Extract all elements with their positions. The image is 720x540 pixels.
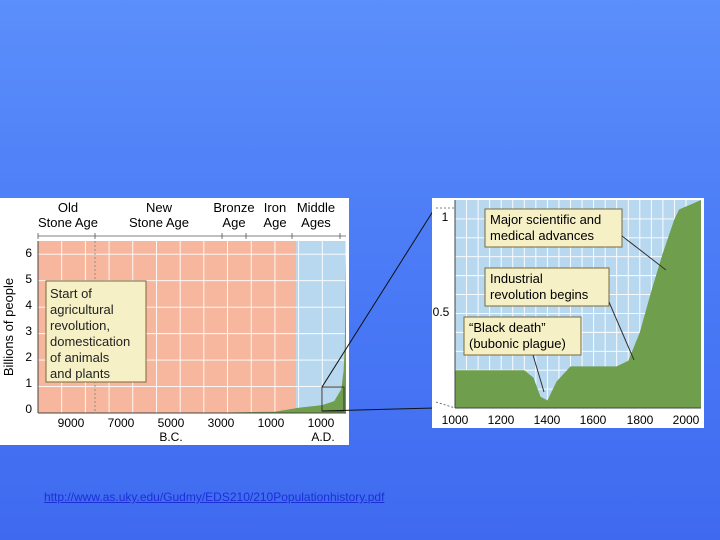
scientific-callout: Major scientific and medical advances (484, 208, 667, 271)
inset-ytick-1: 1 (442, 210, 449, 224)
main-ad-label: A.D. (311, 430, 334, 444)
inset-x-ticks: 1000 1200 1400 1600 1800 2000 (442, 413, 700, 427)
zoom-connectors (321, 207, 436, 412)
inset-xtick-1600: 1600 (580, 413, 607, 427)
scientific-pointer (621, 235, 667, 271)
main-ytick-2: 2 (25, 350, 32, 364)
main-xtick-1000ad: 1000 (308, 416, 335, 430)
main-bc-label: B.C. (159, 430, 182, 444)
callout-line-1: Start of (50, 286, 92, 301)
main-ytick-3: 3 (25, 324, 32, 338)
era-label-middle-line1: Middle (297, 200, 335, 215)
main-ytick-1: 1 (25, 376, 32, 390)
era-labels: Old Stone Age New Stone Age Bronze Age I… (38, 200, 335, 230)
inset-ytick-0-5: 0.5 (433, 305, 450, 319)
plague-pointer (532, 354, 545, 393)
inset-population-area (455, 200, 701, 408)
inset-xtick-1800: 1800 (627, 413, 654, 427)
main-y-label: Billions of people (1, 278, 16, 376)
era-label-bronze-line2: Age (222, 215, 245, 230)
main-ytick-4: 4 (25, 298, 32, 312)
plague-callout: “Black death” (bubonic plague) (463, 316, 582, 393)
inset-ytick-line-0 (435, 401, 456, 409)
era-label-iron-line1: Iron (264, 200, 286, 215)
plague-callout-line-1: “Black death” (469, 320, 546, 335)
inset-xtick-1000: 1000 (442, 413, 469, 427)
scientific-callout-line-2: medical advances (490, 228, 595, 243)
main-xtick-3000: 3000 (208, 416, 235, 430)
era-label-middle-line2: Ages (301, 215, 331, 230)
industrial-callout: Industrial revolution begins (484, 267, 635, 361)
era-bracket (37, 233, 346, 239)
callout-line-3: revolution, (50, 318, 110, 333)
main-xtick-9000: 9000 (58, 416, 85, 430)
main-xtick-1000bc: 1000 (258, 416, 285, 430)
industrial-callout-line-1: Industrial (490, 271, 543, 286)
source-link[interactable]: http://www.as.uky.edu/Gudmy/EDS210/210Po… (44, 490, 385, 504)
agricultural-revolution-callout: Start of agricultural revolution, domest… (45, 280, 147, 383)
era-label-old-line1: Old (58, 200, 78, 215)
inset-xtick-1200: 1200 (488, 413, 515, 427)
inset-xtick-2000: 2000 (673, 413, 700, 427)
main-xtick-5000: 5000 (158, 416, 185, 430)
callout-line-5: of animals (50, 350, 110, 365)
industrial-pointer (608, 301, 635, 361)
scientific-callout-line-1: Major scientific and (490, 212, 601, 227)
main-ytick-6: 6 (25, 246, 32, 260)
main-xtick-7000: 7000 (108, 416, 135, 430)
era-label-new-line2: Stone Age (129, 215, 189, 230)
callout-line-2: agricultural (50, 302, 114, 317)
main-ytick-5: 5 (25, 272, 32, 286)
main-x-ticks: 9000 7000 5000 3000 1000 1000 B.C. A.D. (58, 416, 335, 444)
plague-callout-line-2: (bubonic plague) (469, 336, 566, 351)
inset-chart: 1 0.5 1000 1200 1400 1600 1800 2000 Majo… (432, 198, 704, 428)
callout-line-6: and plants (50, 366, 110, 381)
era-label-iron-line2: Age (263, 215, 286, 230)
callout-line-4: domestication (50, 334, 130, 349)
era-label-bronze-line1: Bronze (213, 200, 254, 215)
main-y-ticks: 0 1 2 3 4 5 6 (25, 246, 32, 416)
inset-xtick-1400: 1400 (534, 413, 561, 427)
ad-band (296, 241, 346, 413)
main-ytick-0: 0 (25, 402, 32, 416)
era-label-new-line1: New (146, 200, 173, 215)
industrial-callout-line-2: revolution begins (490, 287, 589, 302)
era-label-old-line2: Stone Age (38, 215, 98, 230)
main-chart: Old Stone Age New Stone Age Bronze Age I… (0, 198, 349, 445)
